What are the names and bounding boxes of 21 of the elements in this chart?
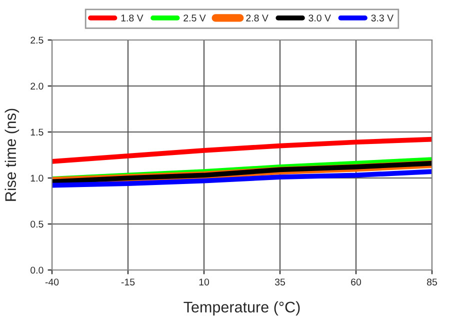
y-tick-label: 2.5 xyxy=(30,36,44,44)
y-tick-label: 2.0 xyxy=(30,82,44,90)
x-tick-label: 35 xyxy=(274,278,285,286)
line-series xyxy=(52,136,432,164)
line-series xyxy=(52,169,432,188)
y-axis-title: Rise time (ns) xyxy=(4,108,20,201)
x-tick-label: 60 xyxy=(351,278,362,286)
y-tick-label: 1.5 xyxy=(30,128,44,136)
legend-label: 1.8 V xyxy=(121,14,144,22)
x-tick-label: -40 xyxy=(45,278,59,286)
y-tick-label: 0.0 xyxy=(30,266,44,274)
x-tick-label: -15 xyxy=(121,278,135,286)
x-tick-label: 85 xyxy=(427,278,437,286)
legend-label: 2.5 V xyxy=(184,14,206,22)
y-tick-label: 1.0 xyxy=(30,174,44,182)
legend-label: 3.3 V xyxy=(371,14,394,22)
x-axis-title: Temperature (°C) xyxy=(184,301,300,316)
y-tick-label: 0.5 xyxy=(30,220,44,228)
x-tick-label: 10 xyxy=(199,278,210,286)
legend-label: 2.8 V xyxy=(246,14,268,22)
legend-label: 3.0 V xyxy=(308,14,331,22)
